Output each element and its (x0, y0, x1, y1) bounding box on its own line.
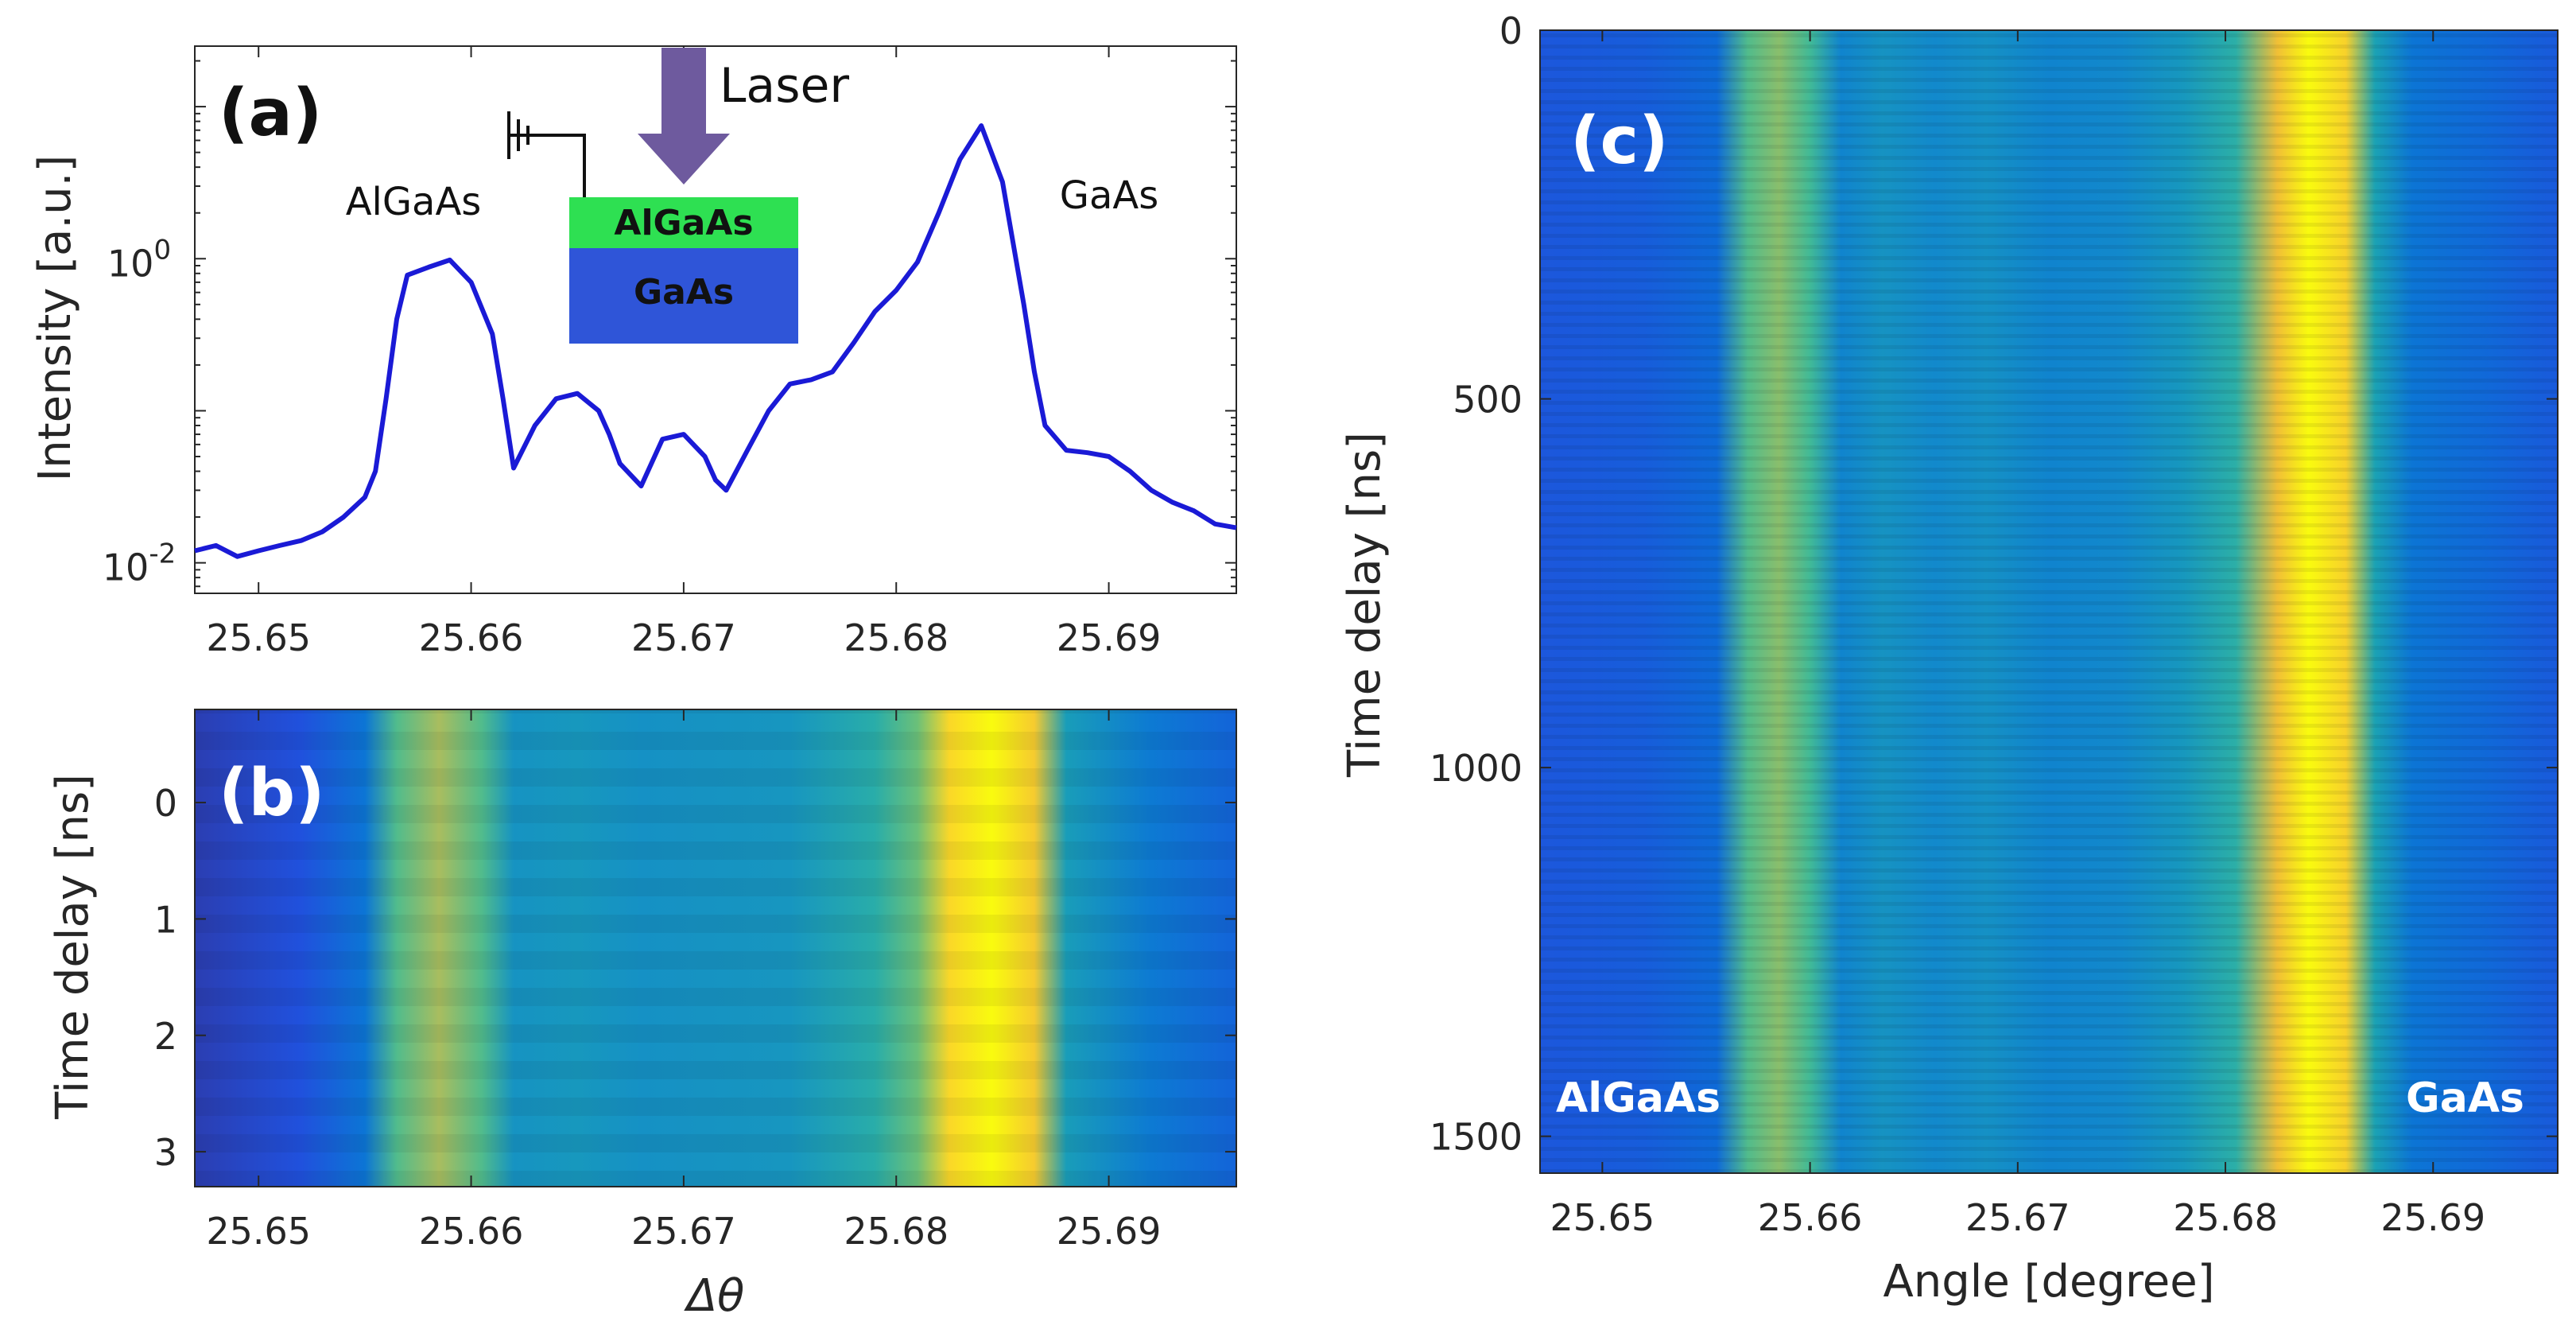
panel-c: 25.65 25.66 25.67 25.68 25.69 0 500 1000 1500 (c… (1339, 10, 2559, 1308)
peak-label-algaas-c: AlGaAs (1556, 1075, 1721, 1122)
x-tick-label-a: 25.69 (1057, 616, 1162, 659)
peak-label-algaas-a: AlGaAs (346, 180, 482, 224)
y-tick-label-c: 1000 (1430, 747, 1523, 790)
panel-label-a: (a) (219, 76, 322, 151)
x-tick-label-c: 25.68 (2173, 1196, 2278, 1239)
x-tick-label-c: 25.67 (1965, 1196, 2070, 1239)
laser-arrow-icon (638, 48, 730, 185)
heatmap-c-rows (1540, 30, 2558, 1173)
ticks-b: 25.65 25.66 25.67 25.68 25.69 0 1 2 3 (154, 709, 1236, 1253)
intensity-curve (194, 123, 1237, 559)
y-tick-label-c: 500 (1453, 379, 1523, 422)
x-tick-label-b: 25.66 (419, 1210, 524, 1253)
ticks-c: 25.65 25.66 25.67 25.68 25.69 0 500 1000 1500 (1430, 10, 2558, 1239)
x-axis-label-b: Δθ (684, 1270, 745, 1322)
y-axis-label-b: Time delay [ns] (47, 774, 99, 1120)
y-tick-label-b: 1 (154, 898, 177, 941)
x-tick-label-b: 25.69 (1057, 1210, 1162, 1253)
x-tick-label-c: 25.66 (1758, 1196, 1863, 1239)
peak-label-gaas-c: GaAs (2406, 1075, 2524, 1122)
x-tick-label-a: 25.68 (844, 616, 949, 659)
x-axis-label-c: Angle [degree] (1883, 1256, 2214, 1308)
plot-frame-b (194, 709, 1237, 1187)
y-tick-label-b: 3 (154, 1131, 177, 1174)
ticks-a: 25.65 25.66 25.67 25.68 25.69 100 10-2 (103, 46, 1236, 659)
heatmap-b-rows (195, 709, 1236, 1187)
gaas-substrate-label: GaAs (634, 272, 734, 313)
panel-label-c: (c) (1570, 103, 1669, 179)
panel-label-b: (b) (219, 756, 325, 831)
y-tick-label-b: 2 (154, 1015, 177, 1058)
algaas-layer (569, 197, 798, 248)
x-tick-label-a: 25.67 (631, 616, 736, 659)
y-tick-label-b: 0 (154, 782, 177, 825)
peak-label-gaas-a: GaAs (1060, 173, 1158, 218)
y-axis-label-c: Time delay [ns] (1339, 432, 1391, 778)
gaas-substrate (569, 248, 798, 344)
y-tick-label-a: 10-2 (103, 538, 176, 589)
x-tick-label-c: 25.69 (2380, 1196, 2485, 1239)
x-tick-label-c: 25.65 (1550, 1196, 1655, 1239)
x-tick-label-a: 25.66 (419, 616, 524, 659)
x-tick-label-a: 25.65 (206, 616, 311, 659)
sample-inset: Laser AlGaAs GaAs (507, 48, 849, 344)
laser-label: Laser (720, 58, 849, 114)
panel-b: 25.65 25.66 25.67 25.68 25.69 0 1 2 3 (b) Time d… (47, 709, 1237, 1322)
algaas-layer-label: AlGaAs (614, 203, 753, 243)
x-tick-label-b: 25.67 (631, 1210, 736, 1253)
y-tick-label-c: 1500 (1430, 1116, 1523, 1159)
ground-symbol-icon (507, 111, 586, 197)
y-axis-label-a: Intensity [a.u.] (29, 155, 81, 482)
y-tick-label-a: 100 (107, 234, 171, 285)
plot-frame-c (1539, 29, 2559, 1174)
panel-a: 25.65 25.66 25.67 25.68 25.69 100 10-2 (a) Int… (29, 45, 1237, 659)
y-tick-label-c: 0 (1499, 10, 1523, 52)
x-tick-label-b: 25.65 (206, 1210, 311, 1253)
x-tick-label-b: 25.68 (844, 1210, 949, 1253)
